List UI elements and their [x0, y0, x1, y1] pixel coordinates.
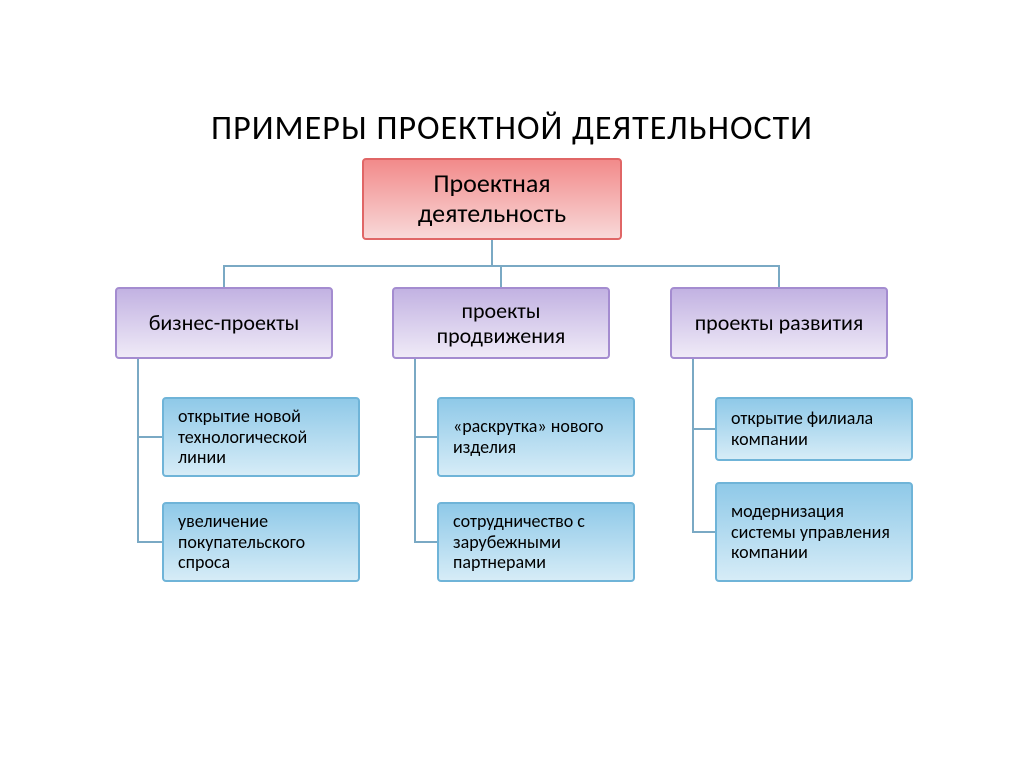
leaf-node-dev-0: открытие филиала компании — [715, 397, 913, 461]
leaf-node-biz-1: увеличение покупательского спроса — [162, 502, 360, 582]
page-title: ПРИМЕРЫ ПРОЕКТНОЙ ДЕЯТЕЛЬНОСТИ — [0, 108, 1024, 149]
branch-node-promo: проекты продвижения — [392, 287, 610, 359]
leaf-node-promo-0: «раскрутка» нового изделия — [437, 397, 635, 477]
branch-node-biz: бизнес-проекты — [115, 287, 333, 359]
leaf-node-dev-1: модернизация системы управления компании — [715, 482, 913, 582]
leaf-node-promo-1: сотрудничество с зарубежными партнерами — [437, 502, 635, 582]
leaf-node-biz-0: открытие новой технологической линии — [162, 397, 360, 477]
branch-node-dev: проекты развития — [670, 287, 888, 359]
diagram-stage: ПРИМЕРЫ ПРОЕКТНОЙ ДЕЯТЕЛЬНОСТИ Проектная… — [0, 0, 1024, 768]
root-node: Проектнаядеятельность — [362, 158, 622, 240]
